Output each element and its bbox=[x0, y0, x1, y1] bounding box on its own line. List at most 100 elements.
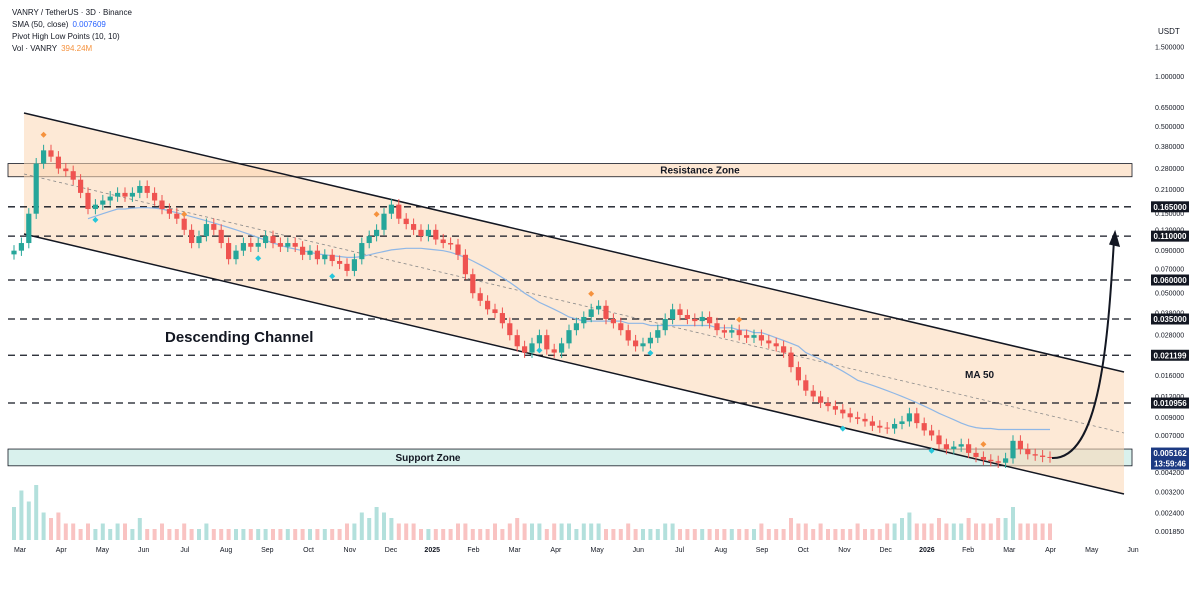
candle[interactable] bbox=[899, 415, 905, 430]
candle[interactable] bbox=[647, 332, 653, 349]
candle[interactable] bbox=[137, 180, 143, 199]
candle[interactable] bbox=[196, 230, 202, 249]
candle[interactable] bbox=[492, 303, 498, 319]
candle[interactable] bbox=[366, 230, 372, 249]
candle[interactable] bbox=[670, 303, 676, 325]
candle[interactable] bbox=[18, 237, 24, 256]
candle[interactable] bbox=[33, 157, 39, 219]
candle[interactable] bbox=[359, 237, 365, 265]
candle[interactable] bbox=[766, 334, 772, 349]
candle[interactable] bbox=[248, 237, 254, 252]
candle[interactable] bbox=[744, 329, 750, 344]
candle[interactable] bbox=[85, 187, 91, 215]
candle[interactable] bbox=[396, 199, 402, 224]
volume-legend[interactable]: Vol · VANRY 394.24M bbox=[12, 44, 92, 53]
candle[interactable] bbox=[448, 237, 454, 250]
candle[interactable] bbox=[566, 324, 572, 349]
candle[interactable] bbox=[818, 390, 824, 408]
candle[interactable] bbox=[351, 253, 357, 277]
candle[interactable] bbox=[440, 233, 446, 249]
candle[interactable] bbox=[721, 324, 727, 338]
candle[interactable] bbox=[1025, 443, 1031, 460]
candle[interactable] bbox=[11, 245, 17, 260]
candle[interactable] bbox=[966, 438, 972, 459]
candle[interactable] bbox=[551, 343, 557, 358]
candle[interactable] bbox=[736, 324, 742, 341]
candle[interactable] bbox=[499, 307, 505, 329]
candle[interactable] bbox=[929, 424, 935, 441]
candle[interactable] bbox=[100, 194, 106, 210]
ma50-line[interactable] bbox=[87, 207, 1050, 431]
candle[interactable] bbox=[63, 162, 69, 177]
candle[interactable] bbox=[862, 413, 868, 427]
candle[interactable] bbox=[455, 238, 461, 261]
candle[interactable] bbox=[588, 303, 594, 323]
candle[interactable] bbox=[522, 340, 528, 358]
candle[interactable] bbox=[240, 237, 246, 256]
candle[interactable] bbox=[92, 199, 98, 215]
candle[interactable] bbox=[773, 337, 779, 352]
candle[interactable] bbox=[507, 317, 513, 341]
candle[interactable] bbox=[758, 329, 764, 346]
candle[interactable] bbox=[115, 187, 121, 202]
candle[interactable] bbox=[699, 311, 705, 327]
candle[interactable] bbox=[603, 300, 609, 325]
candle[interactable] bbox=[189, 224, 195, 249]
candle[interactable] bbox=[973, 447, 979, 463]
candle[interactable] bbox=[596, 300, 602, 315]
candle[interactable] bbox=[381, 208, 387, 236]
candle[interactable] bbox=[958, 438, 964, 452]
candle[interactable] bbox=[314, 245, 320, 265]
candle[interactable] bbox=[78, 174, 84, 199]
candle[interactable] bbox=[914, 407, 920, 429]
candle[interactable] bbox=[403, 213, 409, 230]
candle[interactable] bbox=[781, 340, 787, 358]
candle[interactable] bbox=[211, 218, 217, 236]
candle[interactable] bbox=[1032, 448, 1038, 461]
candle[interactable] bbox=[633, 334, 639, 352]
candle[interactable] bbox=[640, 337, 646, 352]
channel-upper-line[interactable] bbox=[23, 112, 1125, 373]
candle[interactable] bbox=[418, 224, 424, 242]
support-zone[interactable] bbox=[7, 448, 1133, 467]
candle[interactable] bbox=[470, 268, 476, 299]
candle[interactable] bbox=[877, 420, 883, 433]
candle[interactable] bbox=[477, 287, 483, 307]
candle[interactable] bbox=[277, 237, 283, 252]
candle[interactable] bbox=[48, 144, 54, 162]
candle[interactable] bbox=[255, 237, 261, 252]
candle[interactable] bbox=[41, 144, 47, 169]
candle[interactable] bbox=[1040, 450, 1046, 463]
candle[interactable] bbox=[625, 324, 631, 346]
candle[interactable] bbox=[921, 417, 927, 436]
candle[interactable] bbox=[943, 438, 949, 455]
candle[interactable] bbox=[906, 407, 912, 427]
candle[interactable] bbox=[951, 441, 957, 455]
candle[interactable] bbox=[832, 400, 838, 415]
candle[interactable] bbox=[322, 249, 328, 265]
candle[interactable] bbox=[462, 249, 468, 280]
candle[interactable] bbox=[751, 329, 757, 344]
candle[interactable] bbox=[203, 218, 209, 242]
candle[interactable] bbox=[174, 208, 180, 224]
candle[interactable] bbox=[536, 329, 542, 349]
candle[interactable] bbox=[144, 180, 150, 199]
candle[interactable] bbox=[285, 237, 291, 252]
candle[interactable] bbox=[433, 224, 439, 245]
candle[interactable] bbox=[677, 303, 683, 321]
pivot-legend[interactable]: Pivot High Low Points (10, 10) bbox=[12, 32, 120, 41]
channel-lower-line[interactable] bbox=[23, 233, 1125, 495]
candle[interactable] bbox=[662, 313, 668, 336]
candle[interactable] bbox=[729, 324, 735, 338]
candle[interactable] bbox=[692, 313, 698, 327]
candle[interactable] bbox=[995, 455, 1001, 468]
candle[interactable] bbox=[344, 258, 350, 277]
candle[interactable] bbox=[70, 165, 76, 185]
candle[interactable] bbox=[980, 451, 986, 466]
candle[interactable] bbox=[869, 415, 875, 432]
candle[interactable] bbox=[337, 255, 343, 270]
candle[interactable] bbox=[263, 230, 269, 249]
candle[interactable] bbox=[388, 199, 394, 219]
candle[interactable] bbox=[300, 241, 306, 261]
